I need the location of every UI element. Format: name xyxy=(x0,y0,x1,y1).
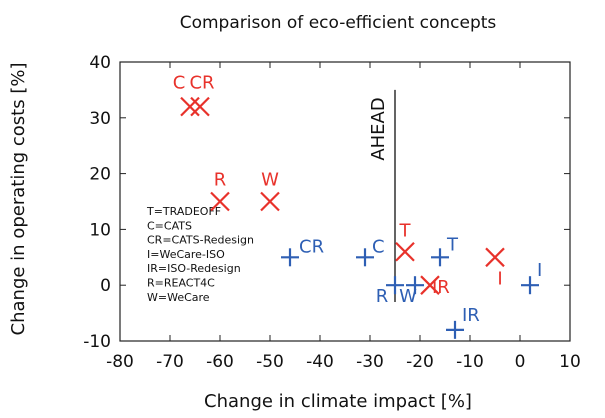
ahead-label: AHEAD xyxy=(368,97,389,160)
point-label: I xyxy=(537,260,542,281)
legend-entry: R=REACT4C xyxy=(147,277,215,290)
point-label: R xyxy=(214,170,227,191)
legend-entry: C=CATS xyxy=(147,219,192,232)
cross-point-t: T xyxy=(395,221,415,262)
y-tick-label: 0 xyxy=(100,276,111,296)
plus-point-ir: IR xyxy=(446,305,480,339)
point-label: T xyxy=(399,221,412,242)
point-label: CR xyxy=(189,73,214,94)
axis-ticks: -80 -70 -60 -50 -40 -30 -20 -10 0 10 -10 0 10 20 30 40 xyxy=(83,53,581,372)
y-tick-label: -10 xyxy=(83,332,111,352)
x-tick-label: -70 xyxy=(156,352,184,372)
legend-entry: IR=ISO-Redesign xyxy=(147,262,241,275)
point-label: I xyxy=(497,268,502,289)
x-tick-label: -10 xyxy=(456,352,484,372)
chart-title: Comparison of eco-efficient concepts xyxy=(180,13,497,33)
point-label: R xyxy=(376,286,389,307)
plus-point-w: W xyxy=(399,276,424,307)
point-label: CR xyxy=(299,236,324,257)
legend-entry: W=WeCare xyxy=(147,291,210,304)
point-label: T xyxy=(446,234,459,255)
plus-point-i: I xyxy=(521,260,542,295)
x-axis-label: Change in climate impact [%] xyxy=(204,391,472,412)
x-tick-label: 0 xyxy=(515,352,526,372)
x-tick-label: -30 xyxy=(356,352,384,372)
cross-point-ir: IR xyxy=(420,275,450,298)
point-label: IR xyxy=(432,277,450,298)
x-tick-label: -80 xyxy=(106,352,134,372)
cross-point-cr: CR xyxy=(189,73,215,117)
y-tick-label: 20 xyxy=(89,165,111,185)
point-label: W xyxy=(399,286,417,307)
plot-frame xyxy=(119,61,571,342)
plus-point-c: C xyxy=(356,236,385,267)
cross-point-r: R xyxy=(210,170,230,212)
x-tick-label: -50 xyxy=(256,352,284,372)
y-axis-label: Change in operating costs [%] xyxy=(8,63,29,336)
point-label: C xyxy=(173,73,186,94)
point-label: W xyxy=(261,170,279,191)
legend-entry: I=WeCare-ISO xyxy=(147,248,225,261)
x-tick-label: -60 xyxy=(206,352,234,372)
x-tick-label: -20 xyxy=(406,352,434,372)
legend-entry: T=TRADEOFF xyxy=(146,205,221,218)
y-tick-label: 10 xyxy=(89,220,111,240)
y-tick-label: 30 xyxy=(89,109,111,129)
y-tick-label: 40 xyxy=(89,53,111,73)
plus-point-t: T xyxy=(431,234,459,267)
x-tick-label: 10 xyxy=(559,352,581,372)
legend-entry: CR=CATS-Redesign xyxy=(147,234,254,247)
plus-point-cr: CR xyxy=(281,236,324,267)
plus-point-r: R xyxy=(376,276,404,307)
cross-point-w: W xyxy=(260,170,280,212)
point-label: IR xyxy=(462,305,480,326)
point-label: C xyxy=(372,236,385,257)
cross-point-i: I xyxy=(485,247,505,289)
x-tick-label: -40 xyxy=(306,352,334,372)
cross-point-c: C xyxy=(173,73,200,117)
